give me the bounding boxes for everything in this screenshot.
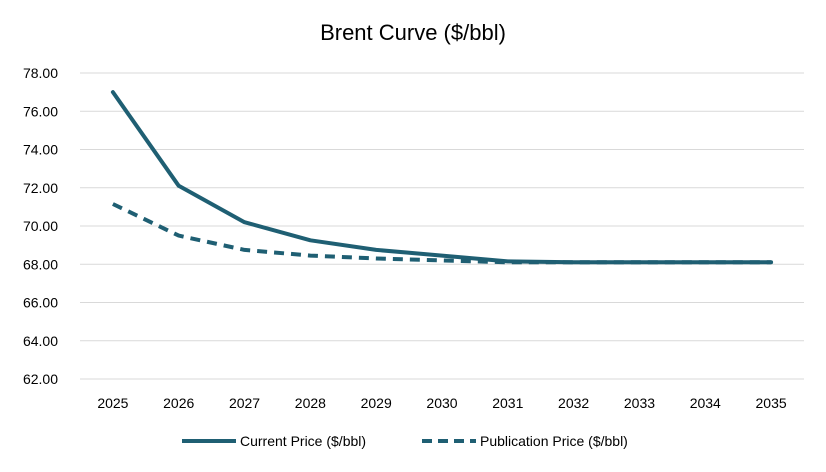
legend: Current Price ($/bbl) Publication Price … [182,433,628,449]
y-tick-label: 66.00 [23,295,58,311]
x-tick-label: 2028 [295,395,326,411]
y-tick-label: 74.00 [23,142,58,158]
series-lines [110,90,774,265]
gridlines [80,72,804,380]
chart-title: Brent Curve ($/bbl) [320,20,506,45]
y-tick-label: 62.00 [23,371,58,387]
x-tick-label: 2030 [426,395,457,411]
y-tick-label: 72.00 [23,180,58,196]
x-tick-label: 2029 [361,395,392,411]
x-tick-label: 2027 [229,395,260,411]
y-tick-label: 76.00 [23,103,58,119]
x-tick-label: 2032 [558,395,589,411]
x-axis-ticks: 2025 2026 2027 2028 2029 2030 2031 2032 2033 2034… [97,395,787,411]
legend-label-publication-price: Publication Price ($/bbl) [480,433,628,449]
x-tick-label: 2033 [624,395,655,411]
x-tick-label: 2034 [690,395,721,411]
y-tick-label: 68.00 [23,256,58,272]
series-line-1 [112,202,772,265]
y-tick-label: 78.00 [23,65,58,81]
y-tick-label: 64.00 [23,333,58,349]
y-axis-ticks: 62.00 64.00 66.00 68.00 70.00 72.00 74.00 76.00… [23,65,58,387]
legend-label-current-price: Current Price ($/bbl) [240,433,366,449]
y-tick-label: 70.00 [23,218,58,234]
series-line-0 [110,90,774,265]
x-tick-label: 2025 [97,395,128,411]
x-tick-label: 2031 [492,395,523,411]
x-tick-label: 2035 [756,395,787,411]
x-tick-label: 2026 [163,395,194,411]
